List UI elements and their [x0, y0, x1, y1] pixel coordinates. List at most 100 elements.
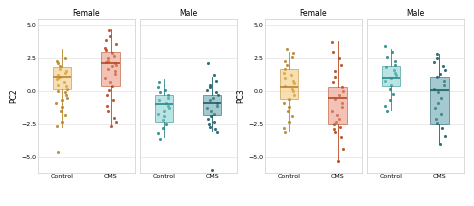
Point [210, 96, 217, 99]
Point [55, 74, 62, 77]
Point [328, 41, 336, 44]
Point [287, 74, 294, 77]
Point [382, 45, 389, 48]
Point [329, 50, 337, 53]
Bar [155, 95, 173, 122]
Point [335, 117, 343, 121]
Bar [382, 66, 400, 86]
Point [106, 88, 113, 91]
Point [107, 124, 115, 127]
Title: Female: Female [300, 9, 327, 18]
Point [438, 126, 446, 130]
Point [207, 115, 215, 118]
Point [434, 101, 442, 105]
Point [440, 79, 447, 82]
Point [111, 70, 119, 73]
Bar [203, 95, 221, 115]
Point [58, 99, 66, 102]
Point [155, 112, 162, 115]
Point [383, 66, 390, 69]
Point [106, 80, 113, 84]
Point [210, 74, 218, 77]
Point [206, 83, 214, 86]
Point [288, 55, 296, 59]
Point [63, 94, 70, 97]
Point [290, 82, 298, 85]
Point [282, 59, 289, 62]
Point [281, 67, 289, 70]
Point [112, 120, 119, 123]
Point [282, 76, 289, 80]
Point [62, 70, 70, 73]
Point [290, 90, 297, 93]
Point [331, 128, 338, 131]
Point [104, 109, 112, 113]
Point [106, 34, 113, 37]
Point [104, 56, 112, 60]
Point [214, 130, 221, 134]
Point [283, 47, 291, 50]
Point [108, 64, 116, 68]
Point [64, 96, 71, 99]
Point [433, 53, 441, 56]
Point [54, 76, 62, 80]
Point [108, 84, 116, 88]
Point [54, 62, 62, 65]
Point [58, 120, 65, 123]
Point [333, 113, 340, 117]
Point [101, 46, 109, 49]
Point [390, 68, 397, 72]
Point [164, 104, 172, 107]
Point [159, 119, 167, 122]
Point [339, 148, 346, 151]
Point [54, 59, 61, 62]
Point [280, 101, 287, 105]
Point [331, 75, 339, 78]
Point [432, 107, 439, 110]
Point [156, 137, 164, 140]
Bar [280, 69, 299, 99]
Point [333, 120, 340, 123]
Point [206, 85, 214, 89]
Point [53, 78, 60, 81]
Point [337, 63, 345, 66]
Point [331, 130, 339, 134]
Point [160, 115, 167, 118]
Point [439, 64, 447, 68]
Point [111, 72, 119, 76]
Point [441, 135, 448, 138]
Title: Male: Male [179, 9, 197, 18]
Point [109, 99, 117, 102]
Point [430, 87, 438, 90]
Point [284, 109, 292, 113]
Point [335, 94, 343, 97]
Point [102, 49, 110, 52]
Point [441, 68, 449, 72]
Point [433, 121, 441, 124]
Point [386, 87, 394, 90]
Point [164, 96, 172, 99]
Point [334, 159, 342, 163]
Point [382, 104, 389, 107]
Point [204, 62, 211, 65]
Point [104, 59, 112, 62]
Point [387, 99, 394, 102]
Point [387, 83, 394, 86]
Point [101, 76, 109, 80]
Point [289, 51, 297, 55]
Point [433, 75, 441, 78]
Bar [430, 77, 448, 124]
Point [155, 80, 163, 84]
Point [391, 71, 399, 74]
Point [328, 109, 336, 113]
Point [205, 117, 212, 121]
Bar [328, 87, 347, 124]
Point [53, 124, 60, 127]
Point [211, 128, 219, 131]
Point [383, 109, 391, 113]
Point [54, 90, 62, 93]
Point [163, 101, 170, 105]
Point [212, 79, 220, 82]
Point [156, 91, 164, 94]
Point [55, 150, 62, 153]
